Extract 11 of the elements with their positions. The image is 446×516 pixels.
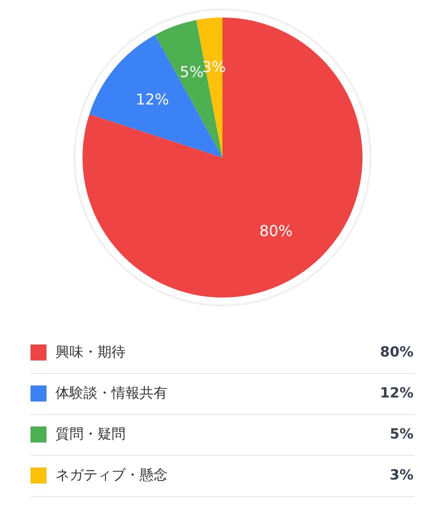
legend-label: 質問・疑問 bbox=[56, 426, 126, 442]
data-label: 12% bbox=[136, 90, 170, 108]
text: 12% bbox=[380, 386, 414, 402]
data-label: 80% bbox=[259, 222, 293, 240]
legend-label: 興味・期待 bbox=[56, 344, 126, 360]
legend-label: ネガティブ・懸念 bbox=[56, 468, 168, 484]
text: 3% bbox=[390, 468, 414, 484]
text: 5% bbox=[390, 426, 414, 442]
text: 80% bbox=[380, 344, 414, 360]
data-label: 5% bbox=[180, 62, 204, 81]
legend-label: 体験談・情報共有 bbox=[56, 386, 168, 402]
